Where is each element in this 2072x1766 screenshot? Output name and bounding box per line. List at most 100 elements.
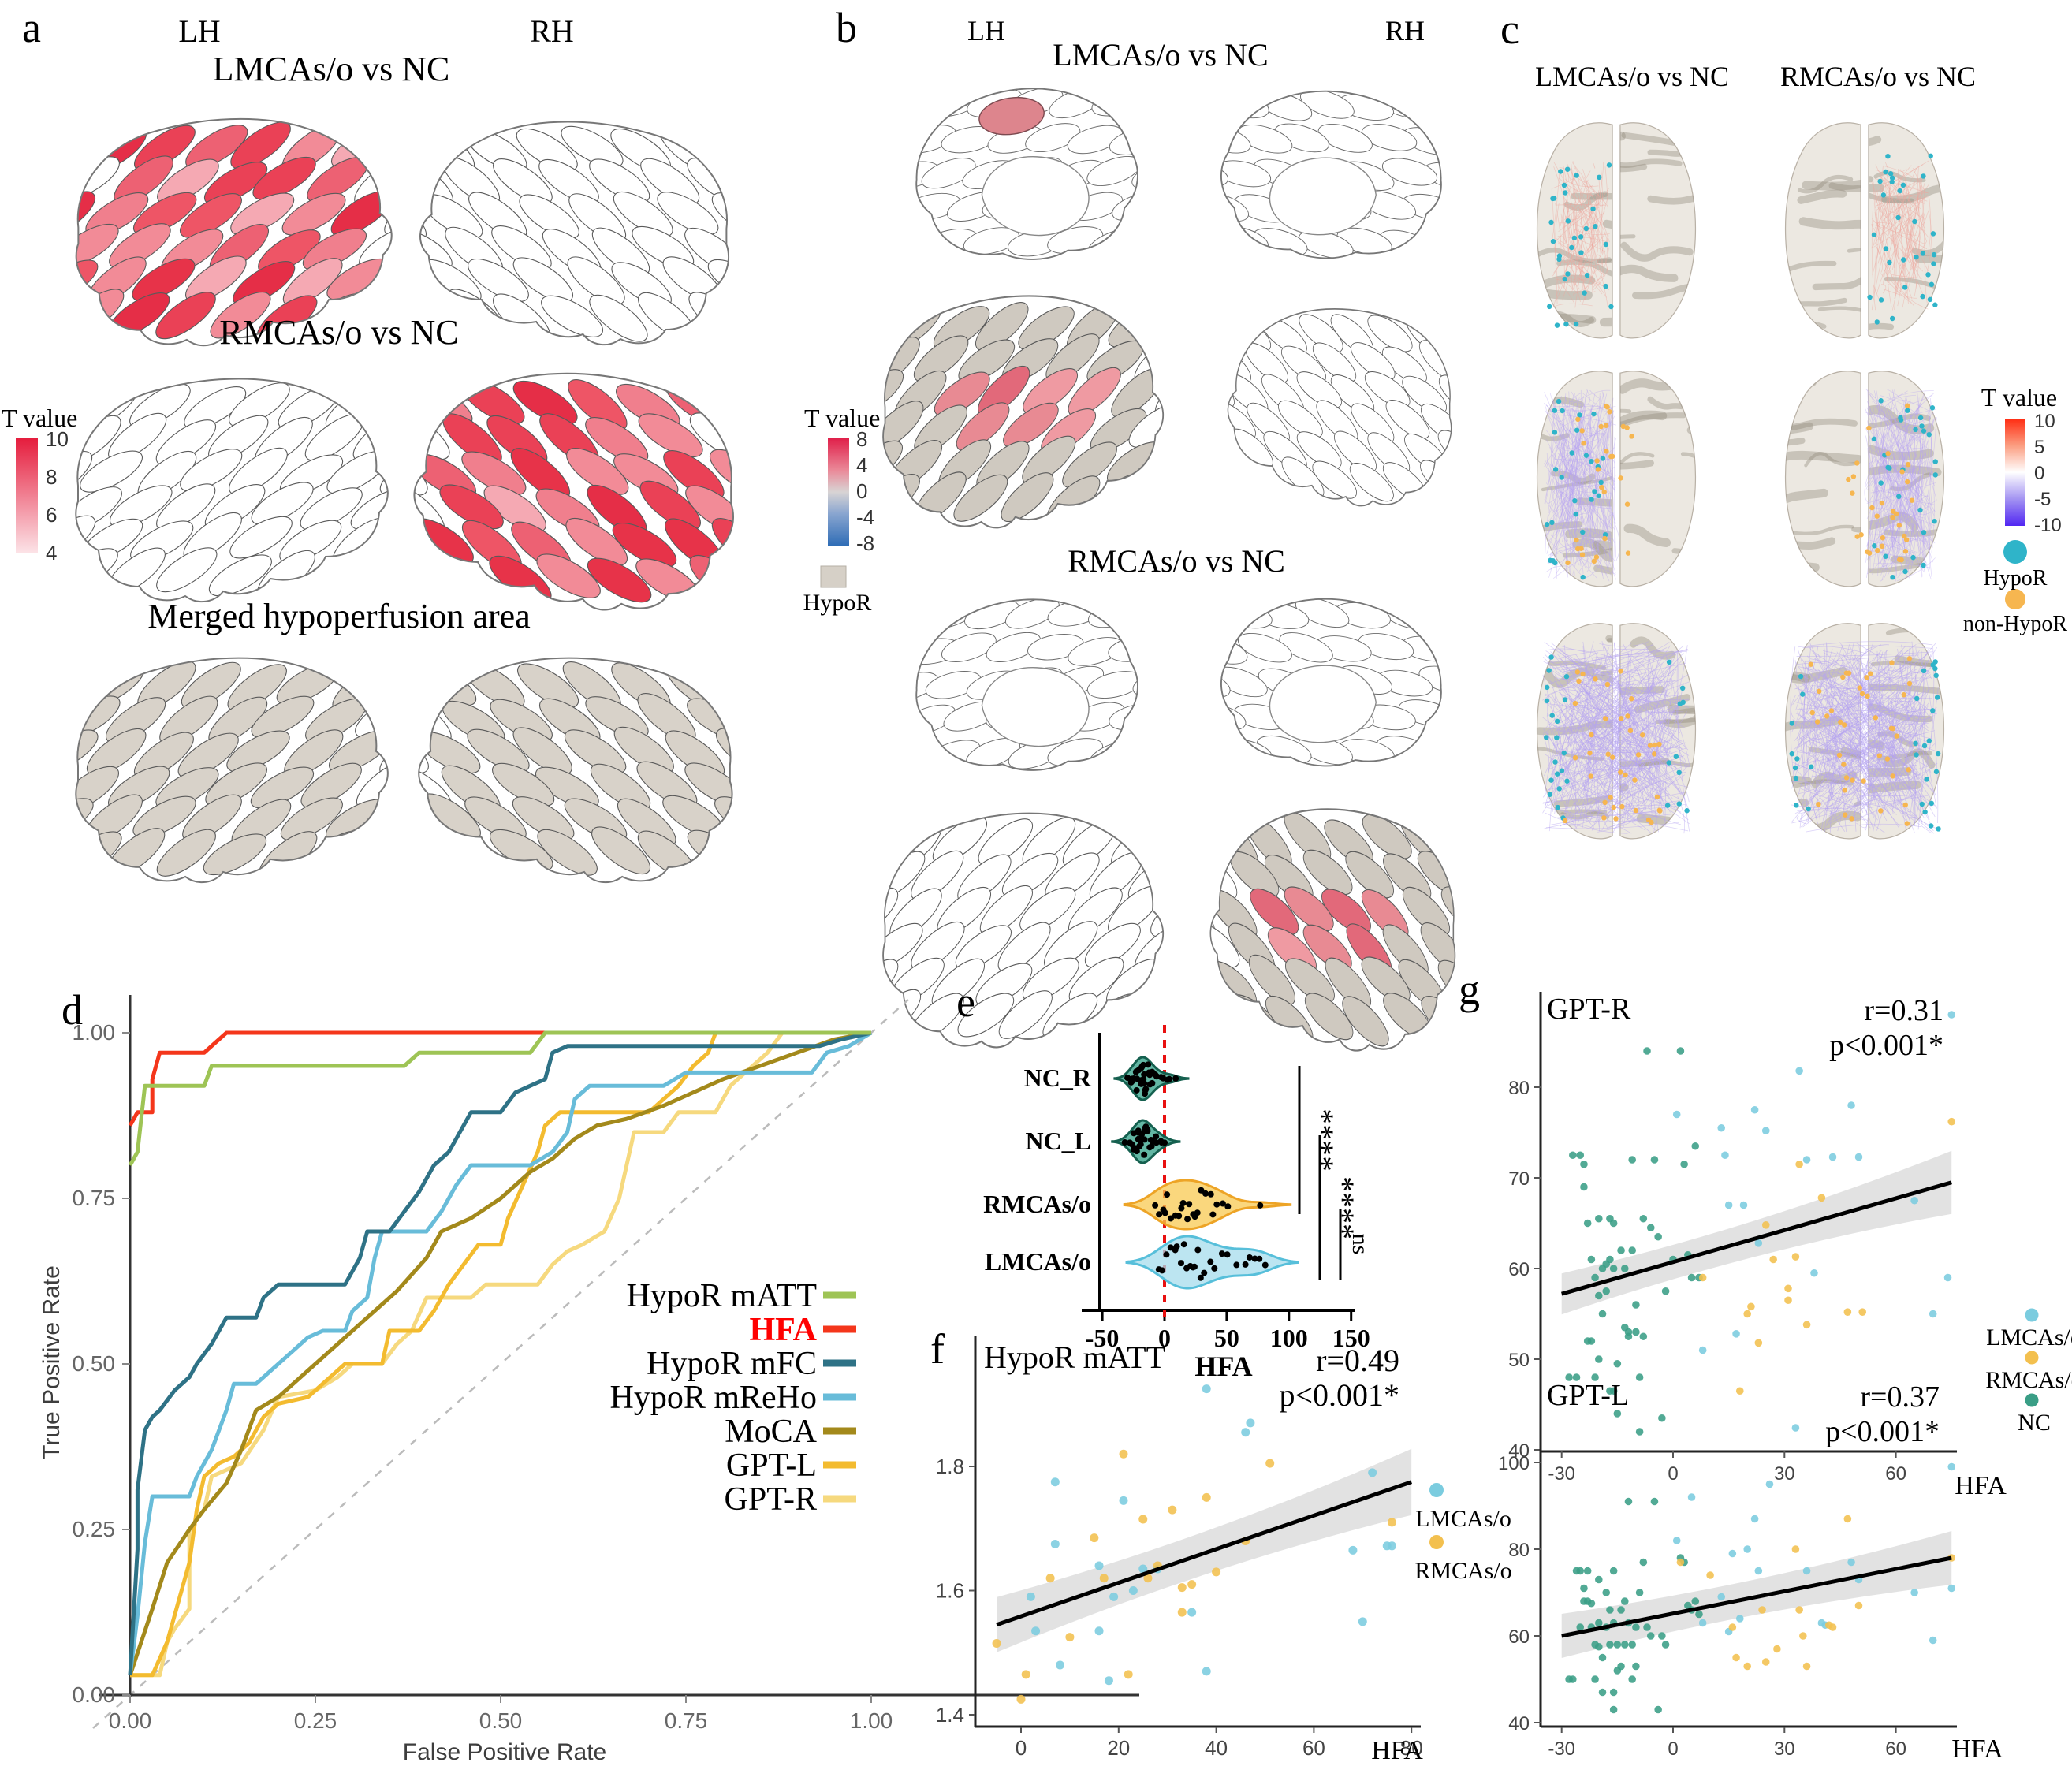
gpt-r-vs-hfa-point-LMCAs/o bbox=[1943, 1273, 1952, 1282]
gpt-r-vs-hfa-point-LMCAs/o bbox=[1724, 1201, 1733, 1209]
gpt-r-vs-hfa-point-NC bbox=[1646, 1224, 1655, 1232]
panel-b-label: b bbox=[836, 4, 857, 51]
gpt-l-vs-hfa-point-RMCAs/o bbox=[1799, 1632, 1807, 1640]
gpt-l-vs-hfa-point-NC bbox=[1587, 1599, 1596, 1608]
gpt-l-vs-hfa-point-NC bbox=[1595, 1619, 1603, 1627]
svg-text:-30: -30 bbox=[1548, 1738, 1575, 1760]
gpt-l-vs-hfa-point-LMCAs/o bbox=[1947, 1462, 1956, 1471]
brain-axial bbox=[1536, 371, 1697, 587]
svg-text:1.00: 1.00 bbox=[73, 1020, 116, 1045]
hypor-matt-vs-hfa-point-LMCAs/o bbox=[1202, 1384, 1211, 1394]
gpt-l-vs-hfa-point-LMCAs/o bbox=[1910, 1589, 1918, 1596]
gpt-l-vs-hfa-point-NC bbox=[1650, 1497, 1659, 1506]
gpt-l-vs-hfa-point-LMCAs/o bbox=[1735, 1615, 1744, 1623]
gpt-r-vs-hfa-point-LMCAs/o bbox=[1721, 1151, 1729, 1160]
gpt-r-vs-hfa-point-RMCAs/o bbox=[1858, 1308, 1867, 1316]
svg-text:0: 0 bbox=[1668, 1738, 1678, 1760]
gpt-r-vs-hfa-point-NC bbox=[1602, 1287, 1611, 1295]
hypor-matt-vs-hfa-point-RMCAs/o bbox=[1099, 1574, 1109, 1583]
roc-y-axis-title: True Positive Rate bbox=[39, 1265, 65, 1459]
panel-a-row3-title: Merged hypoperfusion area bbox=[147, 597, 531, 635]
violin-NC_R bbox=[1113, 1056, 1190, 1101]
brain-lateral-greyred bbox=[882, 295, 1165, 529]
hypor-matt-vs-hfa-point-LMCAs/o bbox=[1368, 1468, 1377, 1477]
svg-text:0: 0 bbox=[1158, 1324, 1171, 1352]
gpt-r-vs-hfa-point-LMCAs/o bbox=[1754, 1239, 1763, 1247]
gpt-l-vs-hfa-point-RMCAs/o bbox=[1728, 1623, 1737, 1631]
gpt-l-vs-hfa-point-LMCAs/o bbox=[1754, 1567, 1763, 1575]
brain-lateral-white bbox=[1227, 307, 1452, 507]
gpt-l-vs-hfa-point-NC bbox=[1606, 1641, 1614, 1649]
roc-legend-label: HypoR mFC bbox=[647, 1346, 817, 1382]
hypor-matt-vs-hfa-point-RMCAs/o bbox=[1138, 1515, 1148, 1524]
gpt-l-vs-hfa-point-NC bbox=[1583, 1567, 1592, 1575]
panel-b-row2-title: RMCAs/o vs NC bbox=[1068, 543, 1285, 579]
gpt-l-vs-hfa-point-NC bbox=[1628, 1641, 1636, 1649]
svg-text:60: 60 bbox=[1885, 1738, 1906, 1760]
gpt-l-vs-hfa-point-RMCAs/o bbox=[1706, 1571, 1714, 1579]
gpt-r-vs-hfa-point-RMCAs/o bbox=[1784, 1296, 1792, 1305]
hypor-swatch bbox=[820, 565, 847, 588]
gpt-l-vs-hfa-point-NC bbox=[1595, 1575, 1603, 1584]
brain-axial bbox=[1784, 122, 1945, 339]
hypor-matt-vs-hfa-point-LMCAs/o bbox=[1358, 1617, 1367, 1626]
gpt-l-vs-hfa-point-LMCAs/o bbox=[1847, 1558, 1855, 1567]
scatter-gr-p-value: p<0.001* bbox=[1829, 1029, 1943, 1062]
panel-a-header-rh: RH bbox=[530, 13, 574, 49]
svg-text:1.6: 1.6 bbox=[936, 1579, 964, 1603]
gpt-r-vs-hfa-point-NC bbox=[1595, 1355, 1603, 1363]
gpt-l-vs-hfa-ci-band bbox=[1561, 1531, 1952, 1658]
gpt-r-vs-hfa-point-LMCAs/o bbox=[1761, 1127, 1770, 1134]
gpt-r-vs-hfa-point-NC bbox=[1628, 1156, 1636, 1164]
gpt-l-vs-hfa-point-RMCAs/o bbox=[1791, 1545, 1800, 1553]
scatter-gl-r-value: r=0.37 bbox=[1860, 1380, 1940, 1414]
svg-text:60: 60 bbox=[1508, 1259, 1530, 1280]
brain-lateral-white bbox=[882, 812, 1165, 1049]
gpt-l-vs-hfa-regression-line bbox=[1561, 1555, 1952, 1638]
hypor-matt-vs-hfa-point-RMCAs/o bbox=[992, 1638, 1001, 1648]
gpt-r-vs-hfa-point-NC bbox=[1632, 1328, 1640, 1336]
svg-text:0.50: 0.50 bbox=[479, 1708, 523, 1733]
panel-b-colorbar-title: T value bbox=[804, 404, 881, 432]
gpt-r-vs-hfa-point-LMCAs/o bbox=[1672, 1110, 1681, 1119]
colorbar-b bbox=[828, 438, 849, 546]
gpt-r-vs-hfa-point-LMCAs/o bbox=[1929, 1310, 1937, 1318]
gpt-r-vs-hfa-point-RMCAs/o bbox=[1795, 1160, 1803, 1168]
scatter-f-r-value: r=0.49 bbox=[1316, 1343, 1399, 1378]
gpt-l-vs-hfa-point-RMCAs/o bbox=[1761, 1658, 1770, 1666]
f-legend-label-lmcas: LMCAs/o bbox=[1415, 1506, 1511, 1532]
gpt-l-vs-hfa-point-NC bbox=[1606, 1606, 1614, 1614]
gpt-r-vs-hfa-point-RMCAs/o bbox=[1843, 1308, 1852, 1316]
gpt-l-vs-hfa-point-NC bbox=[1598, 1688, 1607, 1697]
svg-text:8: 8 bbox=[856, 427, 867, 451]
scatter-f-x-axis-title: HFA bbox=[1371, 1736, 1423, 1765]
hypor-matt-vs-hfa-point-LMCAs/o bbox=[1094, 1626, 1104, 1636]
gpt-l-vs-hfa-point-LMCAs/o bbox=[1698, 1619, 1707, 1627]
gpt-l-vs-hfa-point-NC bbox=[1654, 1705, 1662, 1714]
brain-axial bbox=[1536, 623, 1697, 840]
brain-lateral-heat bbox=[413, 372, 734, 611]
svg-text:40: 40 bbox=[1508, 1713, 1530, 1734]
panel-a-colorbar-title: T value bbox=[2, 404, 78, 432]
gpt-l-vs-hfa-point-LMCAs/o bbox=[1750, 1515, 1759, 1523]
hypor-matt-vs-hfa-point-LMCAs/o bbox=[1348, 1545, 1358, 1555]
gpt-r-vs-hfa-point-NC bbox=[1580, 1183, 1588, 1191]
panel-e-label: e bbox=[956, 978, 975, 1026]
svg-text:0.25: 0.25 bbox=[73, 1517, 116, 1541]
roc-legend-label: GPT-L bbox=[726, 1447, 817, 1484]
gpt-r-vs-hfa-point-LMCAs/o bbox=[1910, 1196, 1918, 1205]
gpt-r-vs-hfa-point-LMCAs/o bbox=[1732, 1330, 1740, 1338]
gpt-l-vs-hfa-point-NC bbox=[1569, 1675, 1577, 1683]
panel-b-hypor-label: HypoR bbox=[803, 590, 872, 616]
gpt-r-vs-hfa-point-NC bbox=[1583, 1219, 1592, 1228]
scatter-f-p-value: p<0.001* bbox=[1279, 1377, 1399, 1413]
gpt-r-vs-hfa-point-NC bbox=[1613, 1410, 1622, 1418]
brain-lateral-greyred bbox=[1209, 808, 1456, 1052]
svg-text:1.4: 1.4 bbox=[936, 1703, 964, 1727]
svg-text:0: 0 bbox=[1668, 1463, 1678, 1485]
g-legend-label-NC: NC bbox=[2018, 1410, 2051, 1436]
svg-text:80: 80 bbox=[1508, 1540, 1530, 1561]
hypor-matt-vs-hfa-point-RMCAs/o bbox=[1168, 1505, 1177, 1515]
gpt-l-vs-hfa-point-NC bbox=[1598, 1653, 1607, 1662]
gpt-l-vs-hfa-point-NC bbox=[1595, 1642, 1603, 1651]
